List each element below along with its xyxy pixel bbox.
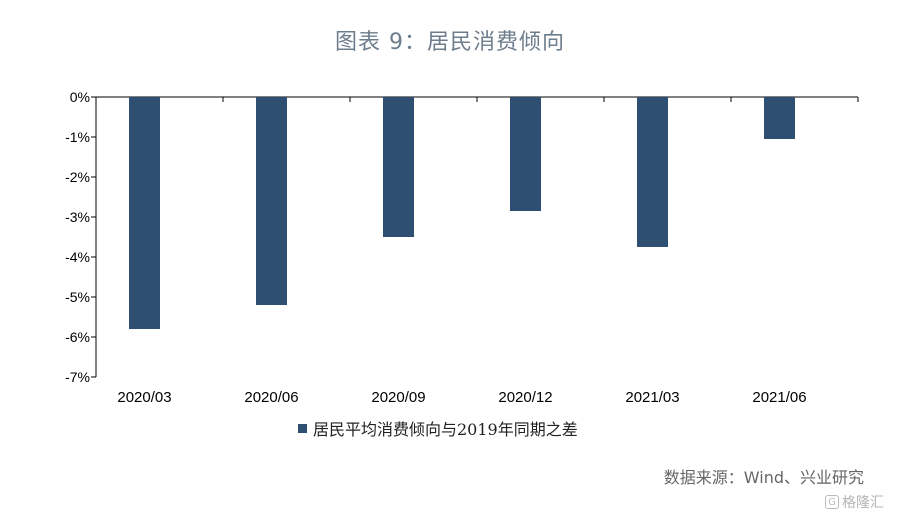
- x-tick-label: 2020/09: [371, 389, 425, 406]
- x-tick-label: 2021/06: [752, 389, 806, 406]
- y-tick-label: -6%: [65, 329, 90, 345]
- legend: 居民平均消费倾向与2019年同期之差: [298, 418, 578, 439]
- gelonghui-logo-icon: G: [825, 495, 839, 509]
- y-tick-label: -1%: [65, 129, 90, 145]
- bars: [129, 97, 795, 329]
- x-tick-label: 2020/06: [244, 389, 298, 406]
- chart-title: 图表 9：居民消费倾向: [335, 30, 565, 55]
- x-tick-label: 2021/03: [625, 389, 679, 406]
- y-tick-label: -4%: [65, 249, 90, 265]
- y-tick-label: -5%: [65, 289, 90, 305]
- bar-2020-06: [256, 97, 287, 305]
- legend-swatch: [298, 423, 307, 433]
- y-tick-label: -2%: [65, 169, 90, 185]
- watermark: G 格隆汇: [825, 492, 884, 512]
- y-tick-label: 0%: [70, 89, 90, 105]
- bar-2020-09: [383, 97, 414, 237]
- bar-2020-03: [129, 97, 160, 329]
- y-tick-label: -3%: [65, 209, 90, 225]
- x-tick-label: 2020/12: [498, 389, 552, 406]
- x-tick-label: 2020/03: [117, 389, 171, 406]
- watermark-text: 格隆汇: [842, 495, 884, 511]
- bar-2021-06: [764, 97, 795, 139]
- axis-labels: 0% -1% -2% -3% -4% -5% -6% -7% 2020/03 2020/06 202…: [65, 89, 807, 406]
- source-note: 数据来源：Wind、兴业研究: [663, 468, 864, 487]
- bar-2021-03: [637, 97, 668, 247]
- legend-label: 居民平均消费倾向与2019年同期之差: [313, 420, 578, 439]
- y-tick-label: -7%: [65, 369, 90, 385]
- bar-2020-12: [510, 97, 541, 211]
- axes: [91, 96, 859, 378]
